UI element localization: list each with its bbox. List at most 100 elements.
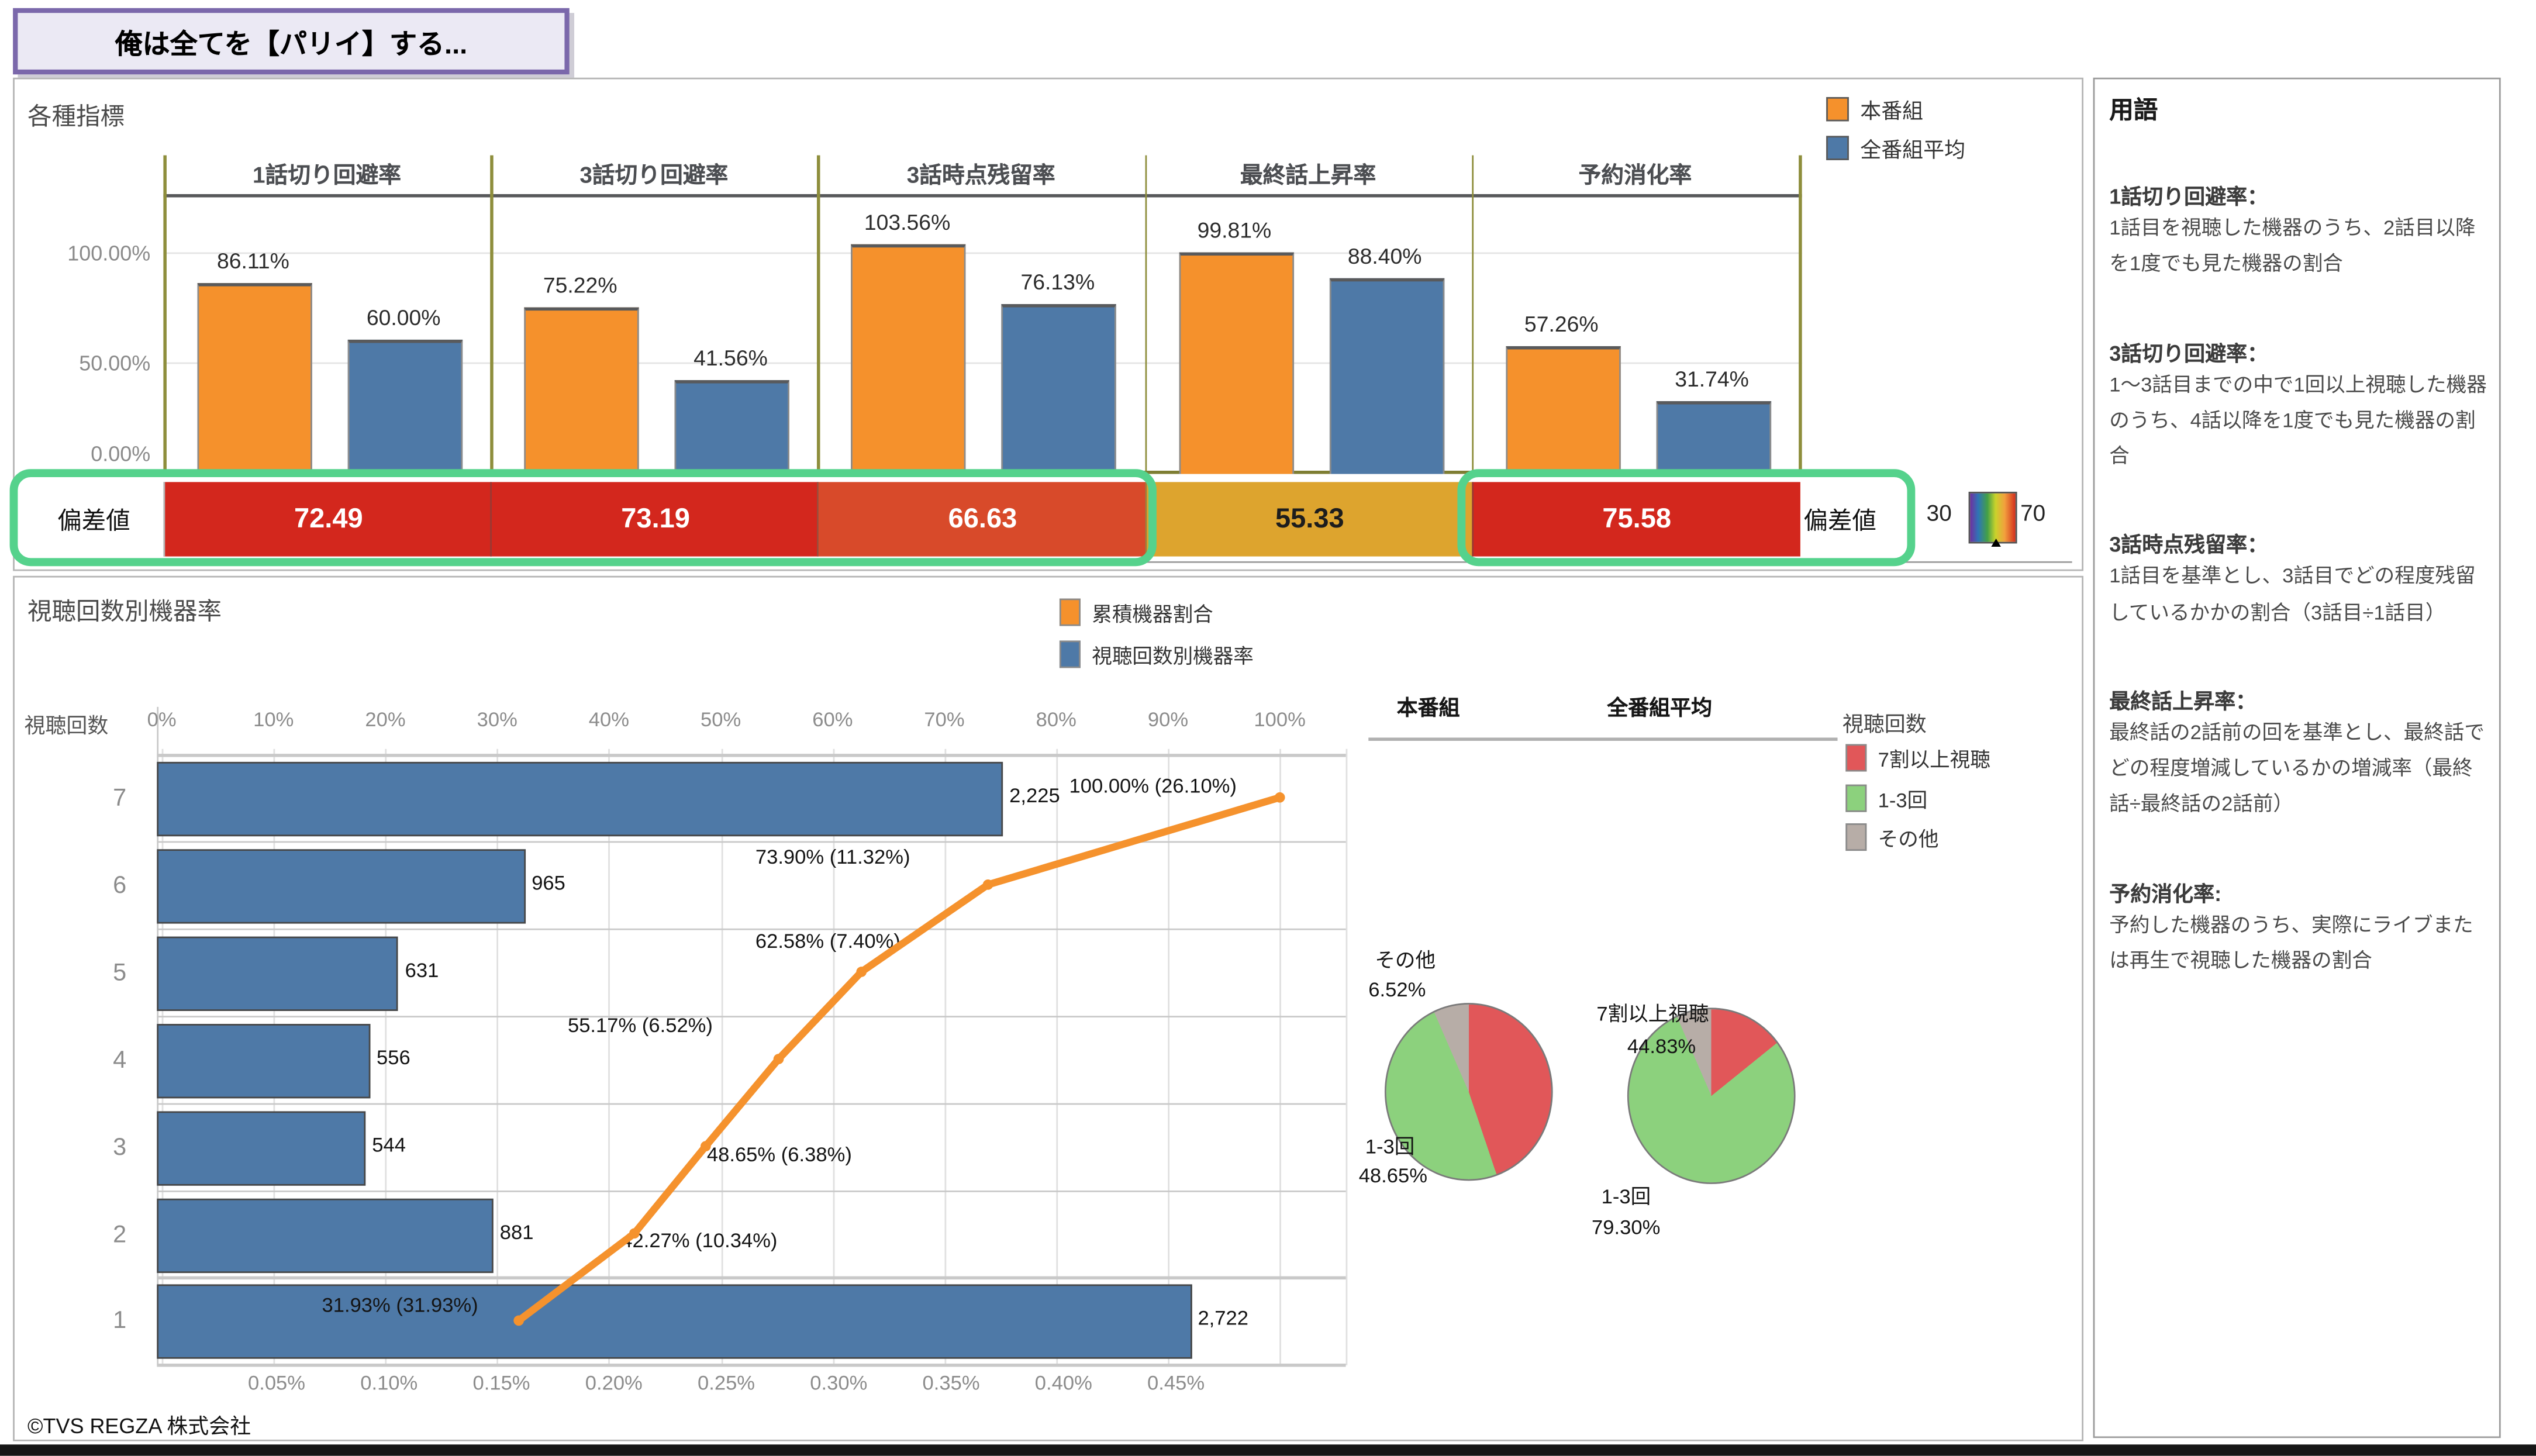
row-separator-line	[156, 928, 1346, 931]
viewing-plot: 0% 10% 20% 30% 40% 50% 60% 70% 80% 90% 100% 0.05% 0.…	[15, 578, 1374, 1440]
device-rate-bar[interactable]	[156, 1198, 494, 1272]
deviation-cell[interactable]: 55.33	[1144, 482, 1474, 557]
legend-label: 7割以上視聴	[1878, 748, 1990, 772]
all-program-avg-bar[interactable]	[1656, 401, 1771, 474]
vertical-gridline	[497, 748, 499, 1365]
dashboard-title-banner: 俺は全てを【パリイ】する...	[13, 8, 570, 75]
deviation-cell[interactable]: 75.58	[1471, 482, 1800, 557]
main-program-bar[interactable]	[1505, 346, 1621, 474]
bar-value-label: 881	[499, 1220, 534, 1243]
deviation-cell[interactable]: 73.19	[490, 482, 819, 557]
pie-main-program[interactable]	[1384, 1003, 1553, 1181]
cumulative-share-swatch	[1059, 598, 1081, 626]
metrics-panel-title: 各種指標	[27, 103, 125, 132]
main-program-swatch	[1826, 96, 1849, 122]
row-count-label: 4	[113, 1046, 127, 1074]
viewing-panel-title: 視聴回数別機器率	[27, 598, 222, 626]
pie-legend-item-green[interactable]: 1-3回	[1845, 783, 1927, 814]
cumulative-value-label: 62.58% (7.40%)	[755, 930, 900, 953]
metric-column-header: 1話切り回避率	[253, 161, 401, 188]
top-axis-tick: 10%	[253, 708, 294, 732]
top-axis-tick: 0%	[147, 708, 177, 732]
copyright: ©TVS REGZA 株式会社	[27, 1413, 251, 1438]
metric-column-header: 3話切り回避率	[579, 161, 729, 188]
legend-label: 本番組	[1860, 98, 1924, 123]
all-program-avg-bar[interactable]	[1002, 304, 1117, 474]
glossary-term: 3話切り回避率：	[2109, 340, 2269, 365]
pie-avg-label-green: 1-3回	[1601, 1185, 1651, 1209]
row-separator-line	[156, 754, 1346, 757]
avg-bar-value-label: 41.56%	[693, 346, 768, 371]
bottom-axis-tick: 0.25%	[698, 1371, 755, 1395]
other-swatch	[1845, 823, 1867, 851]
red-swatch	[1845, 744, 1867, 772]
y-axis-title: 視聴回数	[24, 713, 109, 738]
metrics-plot: 100.00% 50.00% 0.00% 1話切り回避率 86.11% 60.00% 72.…	[15, 80, 2082, 570]
pie-label-red-pct: 44.83%	[1627, 1035, 1696, 1058]
legend-item-main-program[interactable]: 本番組	[1826, 94, 1923, 125]
main-program-bar[interactable]	[524, 306, 640, 474]
plot-right-edge-line	[1345, 748, 1348, 1365]
cumulative-value-label: 55.17% (6.52%)	[567, 1014, 713, 1037]
pie-legend-title: 視聴回数	[1842, 712, 1927, 736]
legend-item-cumulative-share[interactable]: 累積機器割合	[1059, 597, 1213, 628]
y-axis-tick: 50.00%	[79, 350, 151, 375]
column-separator-line	[1144, 155, 1147, 471]
row-separator-line	[156, 1364, 1346, 1367]
device-rate-bar[interactable]	[156, 849, 526, 924]
all-program-avg-bar[interactable]	[675, 379, 790, 474]
device-rate-bar[interactable]	[156, 761, 1003, 837]
row-count-label: 6	[113, 871, 127, 899]
deviation-scale-min: 30	[1926, 499, 1952, 526]
cumulative-value-label: 100.00% (26.10%)	[1069, 775, 1237, 798]
device-rate-swatch	[1059, 640, 1081, 668]
main-program-bar[interactable]	[197, 282, 312, 474]
legend-item-all-program-avg[interactable]: 全番組平均	[1826, 133, 1965, 164]
pie-legend-item-other[interactable]: その他	[1845, 822, 1938, 853]
pie-all-program-avg[interactable]	[1627, 1008, 1796, 1184]
pie-label-green-pct: 48.65%	[1358, 1164, 1428, 1188]
all-program-avg-bar[interactable]	[1329, 278, 1444, 474]
glossary-definition: 予約した機器のうち、実際にライブまたは再生で視聴した機器の割合	[2109, 913, 2473, 972]
bottom-axis-tick: 0.35%	[922, 1371, 980, 1395]
main-program-bar[interactable]	[1178, 253, 1293, 474]
pie-legend-item-red[interactable]: 7割以上視聴	[1845, 743, 1990, 774]
dashboard-title: 俺は全てを【パリイ】する...	[115, 29, 468, 60]
glossary-definition: 1～3話目までの中で1回以上視聴した機器のうち、4話以降を1度でも見た機器の割合	[2109, 372, 2487, 468]
vertical-gridline	[385, 748, 387, 1365]
bottom-axis-tick: 0.10%	[360, 1371, 418, 1395]
deviation-cell[interactable]: 66.63	[817, 482, 1147, 557]
gridline	[163, 361, 1802, 364]
device-rate-bar[interactable]	[156, 936, 399, 1011]
device-rate-bar[interactable]	[156, 1110, 366, 1185]
deviation-cell[interactable]: 72.49	[163, 482, 492, 557]
device-rate-bar[interactable]	[156, 1285, 1192, 1360]
glossary-title: 用語	[2109, 96, 2158, 125]
deviation-color-scale[interactable]	[1968, 491, 2017, 544]
main-bar-value-label: 99.81%	[1197, 219, 1272, 243]
gridline	[163, 252, 1802, 254]
main-program-bar[interactable]	[851, 244, 967, 474]
main-bar-value-label: 103.56%	[864, 211, 951, 235]
metric-column-header: 3話時点残留率	[906, 161, 1055, 188]
legend-item-device-rate[interactable]: 視聴回数別機器率	[1059, 639, 1254, 670]
device-rate-bar[interactable]	[156, 1023, 370, 1098]
row-separator-line	[156, 1015, 1346, 1018]
legend-label: 全番組平均	[1860, 137, 1966, 162]
avg-bar-value-label: 60.00%	[366, 305, 441, 330]
legend-label: 視聴回数別機器率	[1092, 645, 1254, 668]
main-bar-value-label: 86.11%	[216, 249, 289, 274]
pie-label-red: 7割以上視聴	[1596, 1003, 1709, 1026]
deviation-scale-marker	[1991, 539, 2001, 547]
top-axis-tick: 20%	[365, 708, 406, 732]
all-program-avg-bar[interactable]	[347, 340, 463, 474]
bar-value-label: 556	[377, 1046, 410, 1069]
pie-header-avg: 全番組平均	[1607, 695, 1713, 720]
bottom-axis-tick: 0.05%	[247, 1371, 306, 1395]
deviation-scale-max: 70	[2020, 499, 2046, 526]
column-separator-line	[817, 155, 820, 471]
main-bar-value-label: 75.22%	[543, 272, 617, 297]
legend-label: 1-3回	[1878, 789, 1928, 812]
glossary-term: 1話切り回避率：	[2109, 184, 2269, 209]
